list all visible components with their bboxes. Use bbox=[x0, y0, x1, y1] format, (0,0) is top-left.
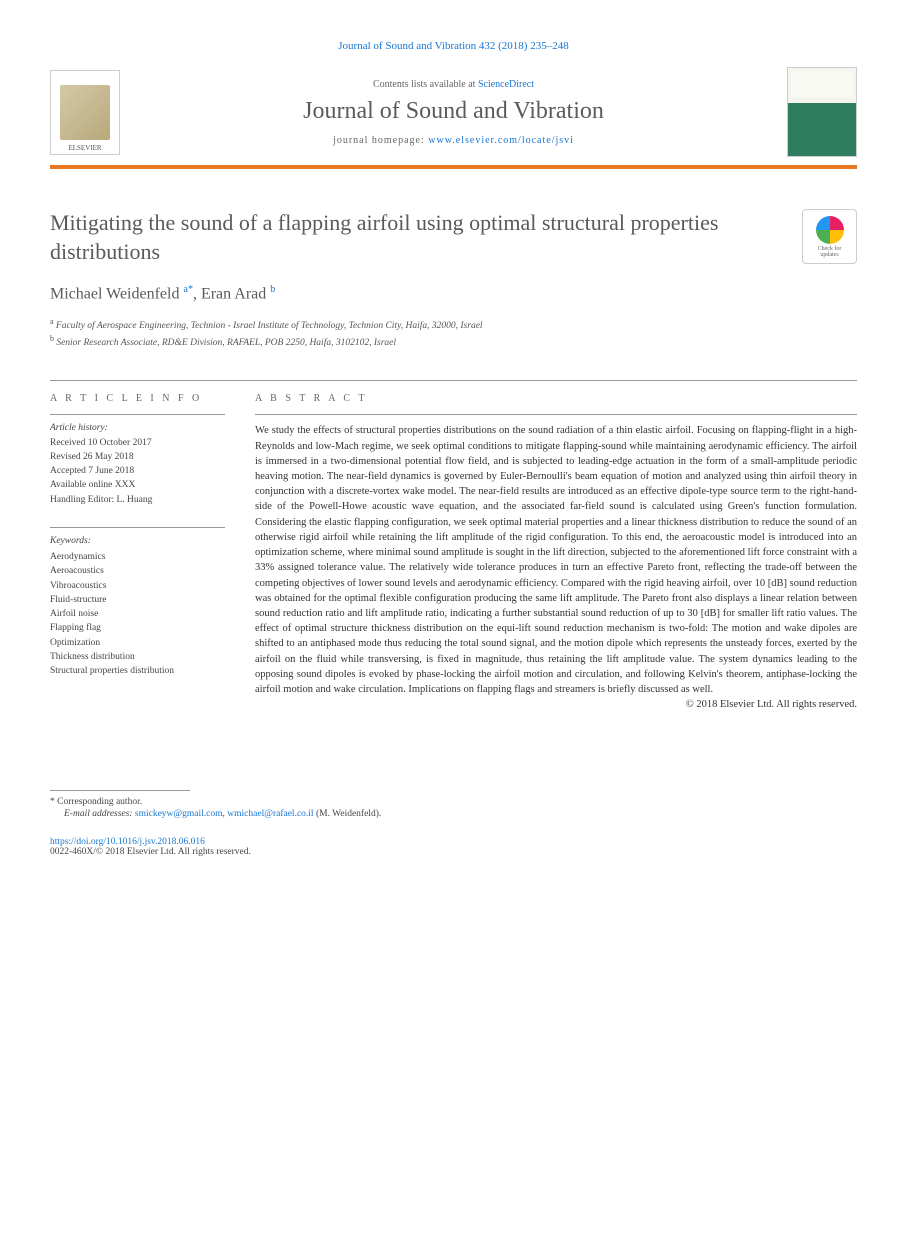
corr-text: Corresponding author. bbox=[55, 797, 142, 807]
abstract-text: We study the effects of structural prope… bbox=[255, 423, 857, 697]
keyword-item: Flapping flag bbox=[50, 621, 225, 635]
author-2-name[interactable]: Eran Arad bbox=[201, 286, 266, 303]
check-updates-badge[interactable]: Check for updates bbox=[802, 209, 857, 264]
keyword-item: Optimization bbox=[50, 636, 225, 650]
homepage-prefix: journal homepage: bbox=[333, 135, 428, 146]
history-revised: Revised 26 May 2018 bbox=[50, 450, 225, 464]
issn-line: 0022-460X/© 2018 Elsevier Ltd. All right… bbox=[50, 847, 857, 857]
content-columns: A R T I C L E I N F O Article history: R… bbox=[50, 393, 857, 710]
elsevier-logo[interactable] bbox=[50, 70, 120, 155]
journal-banner: Contents lists available at ScienceDirec… bbox=[50, 67, 857, 169]
keyword-item: Structural properties distribution bbox=[50, 664, 225, 678]
affil-a-text: Faculty of Aerospace Engineering, Techni… bbox=[54, 321, 483, 331]
author-1-name[interactable]: Michael Weidenfeld bbox=[50, 286, 179, 303]
elsevier-tree-icon bbox=[60, 85, 110, 140]
keyword-item: Aerodynamics bbox=[50, 550, 225, 564]
citation-header: Journal of Sound and Vibration 432 (2018… bbox=[50, 40, 857, 52]
contents-available-line: Contents lists available at ScienceDirec… bbox=[135, 79, 772, 90]
keyword-item: Fluid-structure bbox=[50, 593, 225, 607]
banner-center: Contents lists available at ScienceDirec… bbox=[135, 79, 772, 146]
affiliations-block: a Faculty of Aerospace Engineering, Tech… bbox=[50, 316, 857, 351]
history-editor: Handling Editor: L. Huang bbox=[50, 493, 225, 507]
keyword-item: Aeroacoustics bbox=[50, 564, 225, 578]
affil-b-text: Senior Research Associate, RD&E Division… bbox=[54, 338, 396, 348]
history-received: Received 10 October 2017 bbox=[50, 436, 225, 450]
keywords-block: Keywords: Aerodynamics Aeroacoustics Vib… bbox=[50, 527, 225, 679]
keyword-item: Vibroacoustics bbox=[50, 579, 225, 593]
author-2-affil: b bbox=[270, 284, 275, 295]
abstract-copyright: © 2018 Elsevier Ltd. All rights reserved… bbox=[255, 699, 857, 710]
check-updates-line2: updates bbox=[820, 252, 838, 258]
email-label: E-mail addresses: bbox=[64, 809, 135, 819]
abstract-heading: A B S T R A C T bbox=[255, 393, 857, 404]
divider-top bbox=[50, 380, 857, 381]
keywords-label: Keywords: bbox=[50, 534, 225, 548]
homepage-line: journal homepage: www.elsevier.com/locat… bbox=[135, 135, 772, 146]
corresponding-author-note: * Corresponding author. bbox=[50, 797, 857, 807]
abstract-divider bbox=[255, 414, 857, 415]
email-1[interactable]: smickeyw@gmail.com bbox=[135, 809, 223, 819]
history-label: Article history: bbox=[50, 421, 225, 435]
email-tail: (M. Weidenfeld). bbox=[314, 809, 382, 819]
email-2[interactable]: wmichael@rafael.co.il bbox=[227, 809, 313, 819]
sciencedirect-link[interactable]: ScienceDirect bbox=[478, 79, 534, 90]
contents-prefix: Contents lists available at bbox=[373, 79, 478, 90]
bottom-block: https://doi.org/10.1016/j.jsv.2018.06.01… bbox=[50, 837, 857, 857]
article-history: Article history: Received 10 October 201… bbox=[50, 414, 225, 507]
email-line: E-mail addresses: smickeyw@gmail.com, wm… bbox=[50, 809, 857, 819]
abstract-column: A B S T R A C T We study the effects of … bbox=[255, 393, 857, 710]
crossmark-icon bbox=[816, 216, 844, 244]
article-info-heading: A R T I C L E I N F O bbox=[50, 393, 225, 404]
keyword-item: Thickness distribution bbox=[50, 650, 225, 664]
keyword-item: Airfoil noise bbox=[50, 607, 225, 621]
article-title: Mitigating the sound of a flapping airfo… bbox=[50, 209, 782, 266]
authors-line: Michael Weidenfeld a*, Eran Arad b bbox=[50, 284, 857, 303]
author-sep: , bbox=[193, 286, 201, 303]
article-info-column: A R T I C L E I N F O Article history: R… bbox=[50, 393, 225, 710]
affiliation-b: b Senior Research Associate, RD&E Divisi… bbox=[50, 333, 857, 350]
history-available: Available online XXX bbox=[50, 478, 225, 492]
journal-title: Journal of Sound and Vibration bbox=[135, 98, 772, 125]
title-row: Mitigating the sound of a flapping airfo… bbox=[50, 209, 857, 266]
homepage-link[interactable]: www.elsevier.com/locate/jsvi bbox=[428, 135, 574, 146]
affiliation-a: a Faculty of Aerospace Engineering, Tech… bbox=[50, 316, 857, 333]
footer-separator bbox=[50, 790, 190, 791]
history-accepted: Accepted 7 June 2018 bbox=[50, 464, 225, 478]
journal-cover-thumbnail[interactable] bbox=[787, 67, 857, 157]
doi-link[interactable]: https://doi.org/10.1016/j.jsv.2018.06.01… bbox=[50, 837, 205, 847]
